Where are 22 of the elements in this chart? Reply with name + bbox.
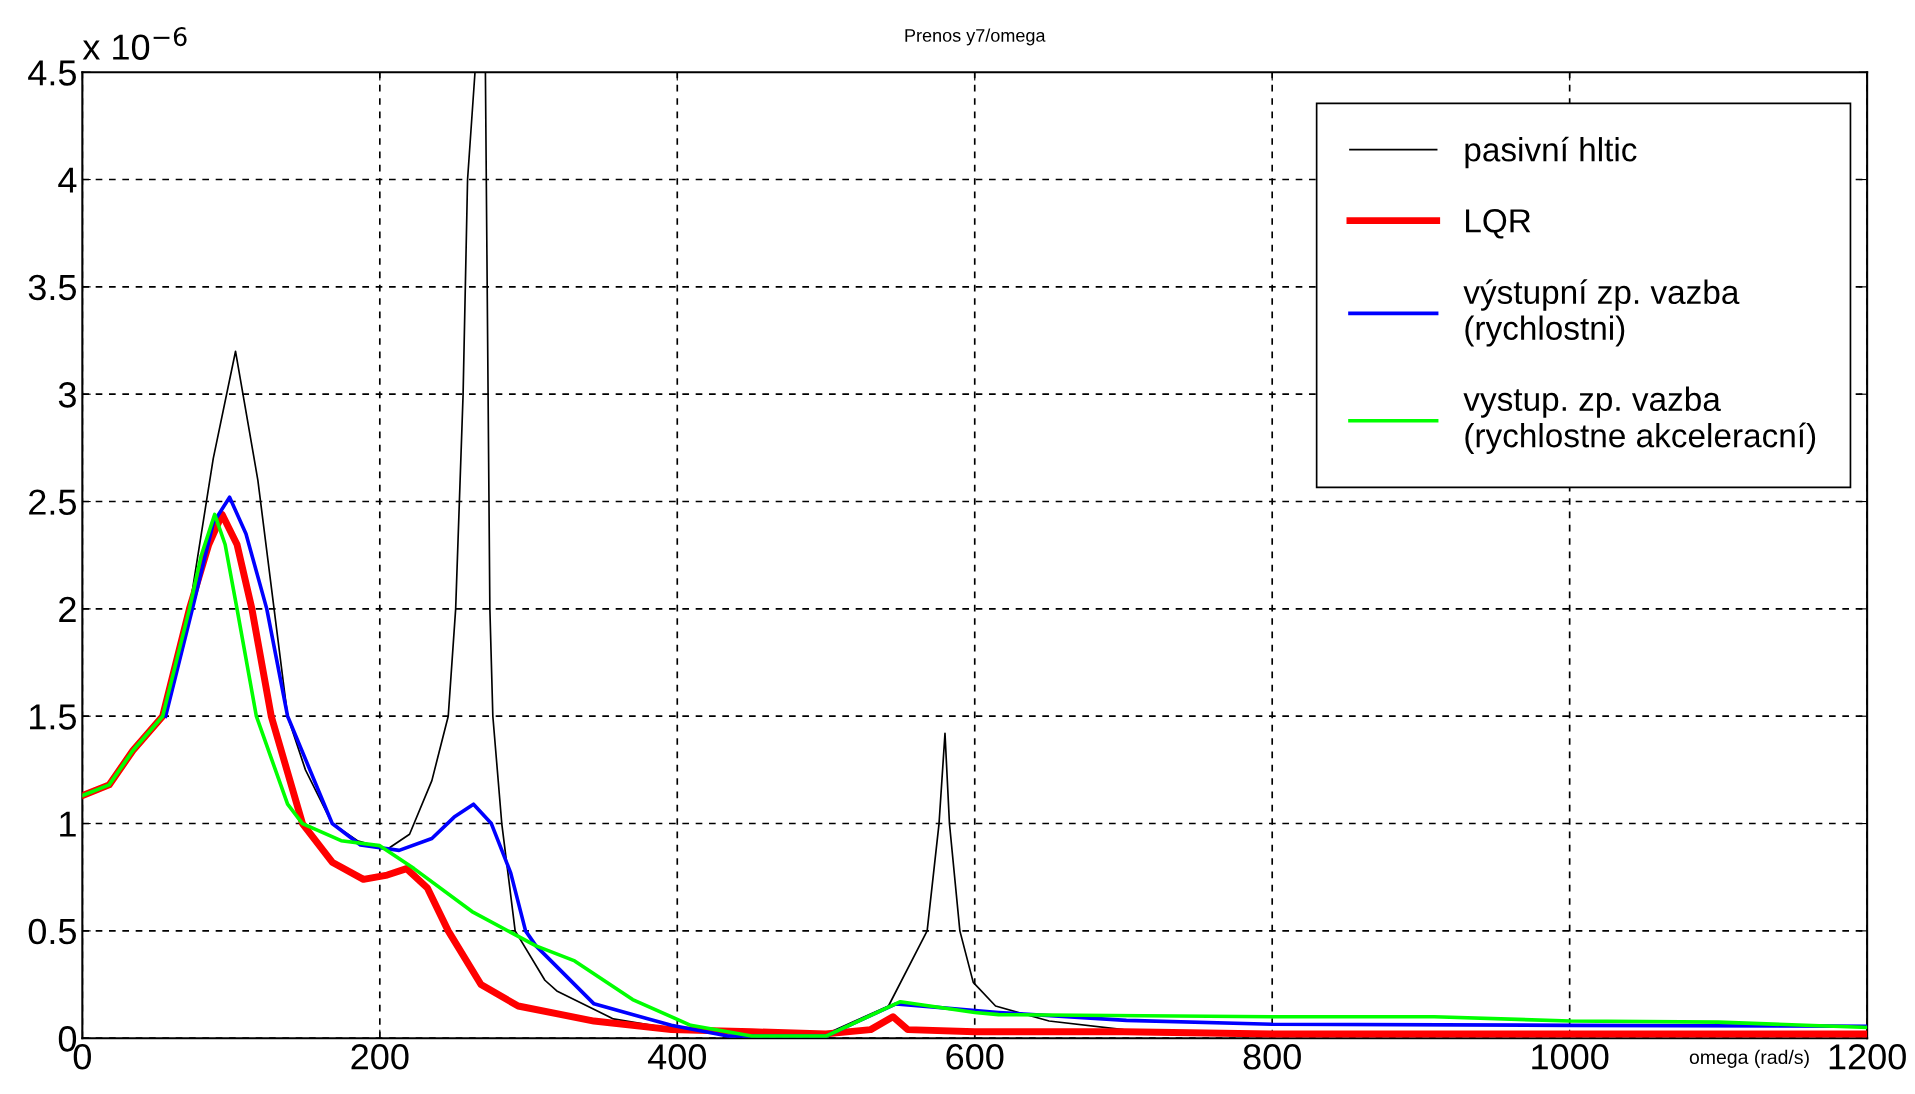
- y-tick-label: 4: [58, 167, 77, 193]
- legend-label: výstupní zp. vazba (rychlostni): [1463, 279, 1740, 347]
- x-tick-label: 1200: [1829, 1044, 1906, 1070]
- y-tick-label: 3.5: [28, 274, 76, 301]
- chart-title: Prenos y7/omega: [905, 28, 1046, 46]
- y-tick-label: 1.5: [30, 704, 76, 730]
- x-tick-label: 1000: [1532, 1044, 1609, 1070]
- y-tick-label: 4.5: [28, 60, 76, 86]
- y-tick-label: 0.5: [28, 918, 76, 945]
- legend-label: LQR: [1466, 209, 1531, 239]
- legend-label: pasivní hltic: [1465, 136, 1637, 169]
- x-tick-label: 400: [647, 1044, 706, 1070]
- y-tick-label: 2: [59, 596, 76, 622]
- x-axis-title: omega (rad/s): [1689, 1049, 1809, 1068]
- x-tick-label: 200: [351, 1044, 409, 1070]
- y-tick-label: 3: [58, 382, 76, 408]
- legend-label: vystup. zp. vazba (rychlostne akceleracní): [1463, 386, 1816, 455]
- y-tick-label: 1: [60, 811, 76, 837]
- y-tick-label: 2.5: [29, 489, 76, 515]
- text: x 10$^{−6}$: [82, 27, 187, 60]
- x-tick-label: 600: [946, 1044, 1004, 1070]
- x-tick-label: 800: [1243, 1044, 1301, 1070]
